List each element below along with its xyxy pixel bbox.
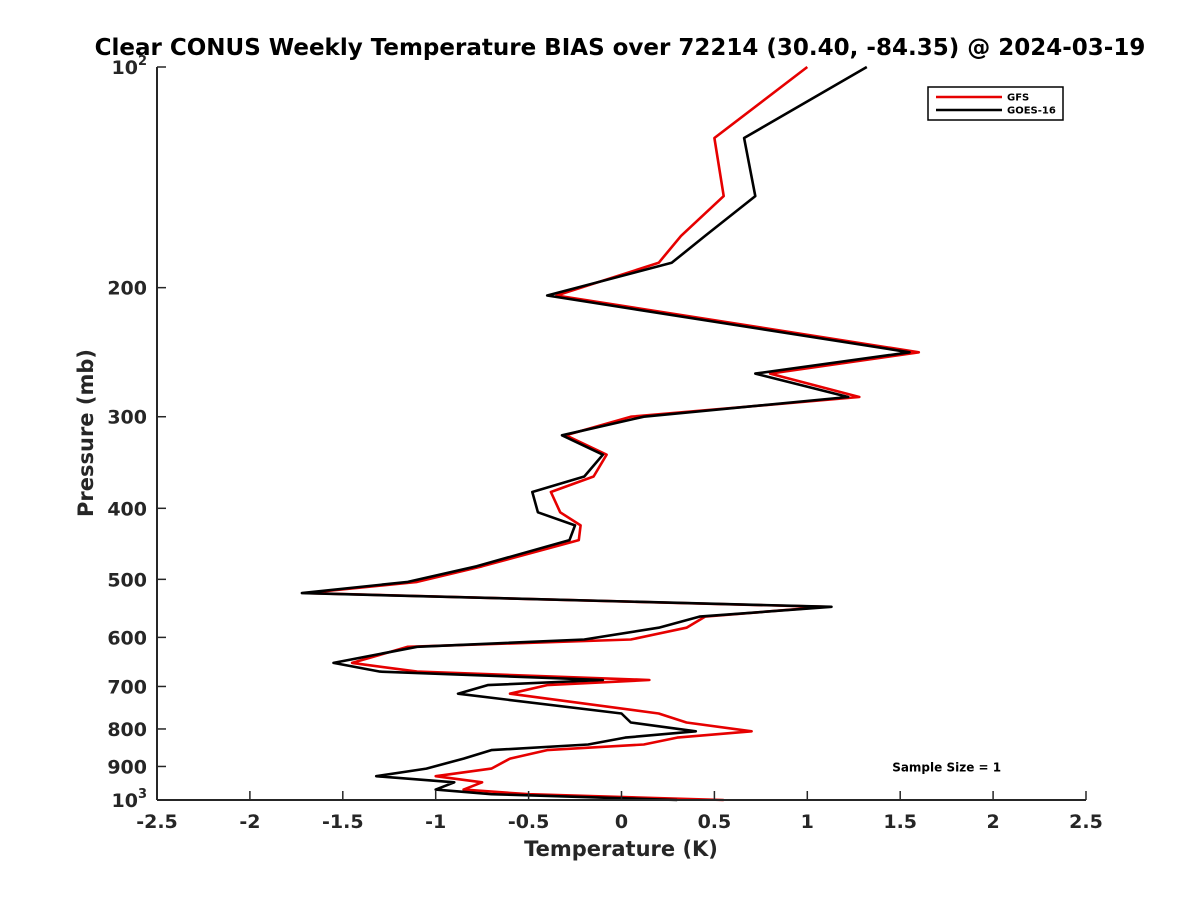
y-axis-ticks: 102 200 300 400 500 600 700 800 900 103: [107, 54, 166, 812]
x-axis-label: Temperature (K): [524, 837, 718, 861]
x-tick-label: -2.5: [136, 811, 178, 833]
chart-title: Clear CONUS Weekly Temperature BIAS over…: [95, 35, 1146, 61]
series-line-goes-16: [300, 65, 911, 802]
x-axis-ticks: -2.5 -2 -1.5 -1 -0.5 0 0.5 1 1.5 2 2.5: [136, 791, 1103, 833]
x-tick-label: 2.5: [1069, 811, 1103, 833]
legend-label-goes-16: GOES-16: [1007, 106, 1056, 117]
y-tick-label: 900: [107, 756, 147, 778]
sample-size-annotation: Sample Size = 1: [892, 760, 1001, 774]
y-axis-label: Pressure (mb): [74, 349, 98, 517]
y-tick-label: 600: [107, 627, 147, 649]
plot-area: [157, 67, 1086, 800]
legend-label-gfs: GFS: [1007, 93, 1029, 104]
y-tick-label: 103: [112, 787, 148, 812]
y-tick-label: 500: [107, 569, 147, 591]
x-tick-label: -2: [239, 811, 260, 833]
y-tick-label: 200: [107, 278, 147, 300]
series-layer: [300, 65, 921, 802]
legend: GFS GOES-16: [927, 86, 1064, 121]
x-tick-label: 1: [801, 811, 814, 833]
x-tick-label: 0: [615, 811, 628, 833]
x-tick-label: 2: [986, 811, 999, 833]
y-tick-label: 400: [107, 498, 147, 520]
x-tick-label: -0.5: [508, 811, 550, 833]
x-tick-label: -1.5: [322, 811, 364, 833]
x-tick-label: 0.5: [698, 811, 732, 833]
y-tick-label: 300: [107, 407, 147, 429]
y-tick-label: 102: [112, 54, 148, 79]
legend-box: [927, 86, 1064, 121]
y-tick-label: 700: [107, 676, 147, 698]
x-tick-label: 1.5: [883, 811, 917, 833]
annotations: Sample Size = 1: [892, 760, 1001, 774]
y-tick-label: 800: [107, 719, 147, 741]
x-tick-label: -1: [425, 811, 446, 833]
